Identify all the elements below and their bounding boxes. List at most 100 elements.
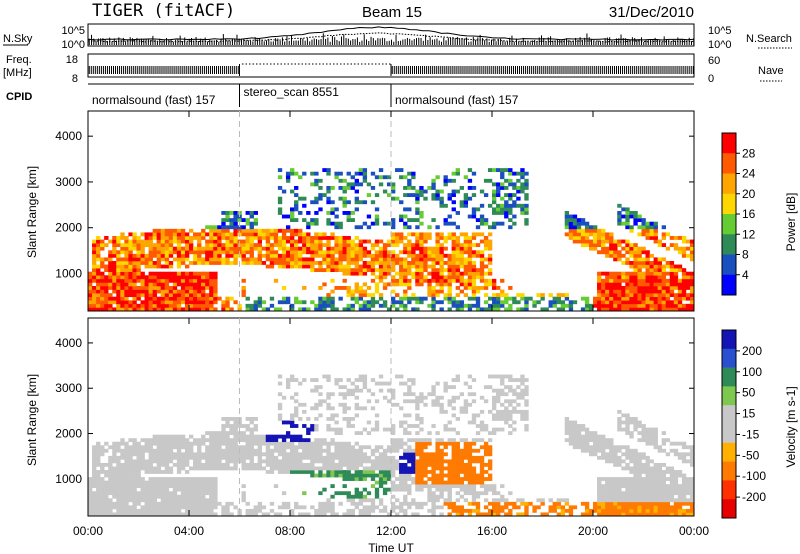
velocity-cell [213,505,218,510]
power-cell [427,250,432,255]
power-cell [500,168,505,173]
velocity-cell [281,462,287,467]
velocity-cell [475,455,481,460]
velocity-cell [277,448,283,453]
velocity-cell [310,406,315,411]
power-cell [306,257,311,262]
power-cell [629,264,634,269]
power-cell [657,307,662,312]
velocity-cell [419,420,424,425]
velocity-cell [120,512,125,517]
power-cell [435,175,440,180]
power-cell [467,214,473,219]
freq-bars [88,64,694,76]
velocity-cell [120,473,125,478]
power-cell [140,239,145,244]
power-cell [201,257,206,262]
velocity-cell [399,374,404,379]
power-cell [580,236,586,240]
power-cell [245,296,250,301]
velocity-cell [479,445,485,450]
velocity-cell [354,470,359,474]
power-cell [128,275,133,280]
power-cell [225,243,230,248]
velocity-cell [180,487,186,492]
power-cell [520,296,525,301]
power-cell [471,207,477,212]
velocity-cell [306,445,311,450]
velocity-cell [423,452,428,457]
power-cell [132,271,137,276]
power-cell [459,300,465,305]
power-cell [403,261,408,265]
velocity-cell [302,448,307,453]
velocity-cell [378,470,384,474]
velocity-cell [451,427,456,432]
velocity-cell [225,417,230,421]
power-cell [104,300,109,305]
power-cell [435,268,440,273]
power-cell [455,261,460,265]
velocity-cell [225,434,230,439]
power-cell [629,303,634,308]
power-cell [524,203,529,208]
power-cell [136,278,141,283]
power-cell [443,175,448,180]
velocity-cell [128,438,133,443]
power-cell [649,282,654,287]
power-cell [253,246,258,251]
power-cell [277,264,283,269]
velocity-cell [435,438,440,443]
power-cell [399,200,404,205]
velocity-cell [516,402,521,407]
power-cell [633,246,638,251]
power-ylabel: Slant Range [km] [25,166,39,258]
velocity-cell [92,459,97,464]
power-cell [471,282,477,287]
power-cell [156,300,162,305]
velocity-cell [140,448,145,453]
power-colorbar-label: Power [dB] [784,193,798,252]
velocity-cell [334,462,339,467]
power-cell [516,196,521,201]
power-cell [584,228,590,233]
velocity-cell [229,512,234,517]
velocity-cell [403,455,408,460]
velocity-cell [330,462,335,467]
velocity-cell [225,512,230,517]
power-cell [593,225,598,230]
power-cell [524,300,529,305]
power-cell [350,218,355,223]
velocity-cell [439,459,444,464]
velocity-cell [184,498,190,503]
power-cell [245,261,250,265]
power-cell [411,271,416,276]
velocity-cell [302,505,307,510]
power-cell [108,253,113,258]
power-cell [492,182,497,187]
power-cell [310,268,315,273]
velocity-cell [443,385,448,390]
power-cell [560,300,566,305]
power-cell [197,282,202,287]
velocity-cell [391,501,396,506]
velocity-cell [277,381,283,386]
power-cell [378,296,384,301]
power-cell [459,200,465,205]
velocity-cell [459,448,465,453]
velocity-cell [261,434,267,439]
power-cell [318,250,323,255]
power-cell [609,293,614,298]
power-cell [560,293,566,298]
power-cell [649,293,654,298]
power-cell [451,250,456,255]
velocity-cell [164,441,170,446]
power-cell [504,193,509,198]
power-cell [172,289,178,294]
velocity-cell [407,431,412,435]
power-cell [140,300,145,305]
velocity-cell [277,441,283,446]
power-cell [572,232,578,237]
power-cell [479,307,485,312]
power-cell [487,307,493,312]
